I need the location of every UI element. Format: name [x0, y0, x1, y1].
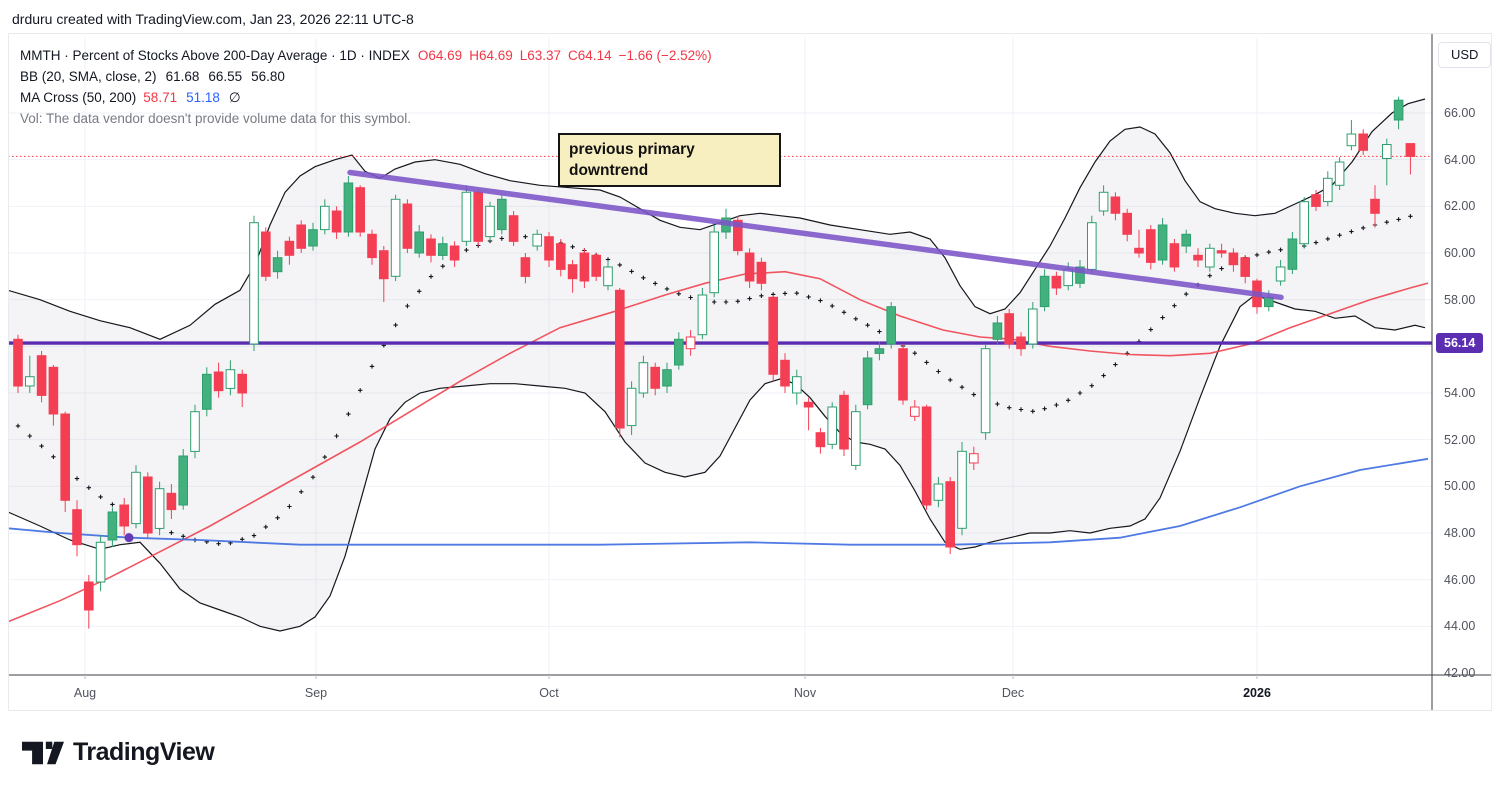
price-axis-label: 64.00 — [1444, 152, 1476, 167]
time-axis-label: Sep — [304, 686, 328, 700]
ohlc-high: H64.69 — [469, 48, 513, 63]
tradingview-logo-text: TradingView — [73, 738, 215, 766]
candles[interactable] — [13, 96, 1416, 629]
price-axis-label: 52.00 — [1444, 432, 1476, 447]
price-axis-label: 44.00 — [1444, 619, 1476, 634]
bb-lower-line — [8, 294, 1426, 632]
ma-cross-marker — [124, 533, 134, 543]
price-axis-label: 60.00 — [1444, 246, 1476, 260]
ohlc-low: L63.37 — [519, 48, 562, 63]
currency-button[interactable]: USD — [1438, 42, 1492, 68]
price-axis-label: 42.00 — [1444, 666, 1476, 680]
legend-symbol-row[interactable]: MMTH · Percent of Stocks Above 200-Day A… — [20, 45, 712, 66]
legend-macross-row[interactable]: MA Cross (50, 200) 58.71 51.18 ∅ — [20, 87, 712, 108]
annotation-note[interactable]: previous primary downtrend — [558, 133, 781, 187]
time-axis-label: Nov — [793, 686, 817, 700]
tradingview-logo[interactable]: TradingView — [22, 738, 215, 767]
downtrend-trendline[interactable] — [347, 169, 1284, 301]
ohlc-change: −1.66 (−2.52%) — [618, 48, 712, 63]
ohlc-close: C64.14 — [568, 48, 612, 63]
annotation-line2: downtrend — [569, 162, 649, 179]
time-axis-label: Aug — [73, 686, 97, 700]
plot-area[interactable] — [8, 38, 1432, 675]
time-axis-label: Oct — [539, 686, 559, 700]
symbol-title: MMTH · Percent of Stocks Above 200-Day A… — [20, 48, 410, 63]
legend-bb-row[interactable]: BB (20, SMA, close, 2) 61.68 66.55 56.80 — [20, 66, 712, 87]
ohlc-open: O64.69 — [417, 48, 463, 63]
annotation-line1: previous primary — [569, 141, 695, 158]
credit-line: drduru created with TradingView.com, Jan… — [12, 11, 414, 27]
price-axis-label: 46.00 — [1444, 572, 1476, 587]
legend-volume-row: Vol: The data vendor doesn't provide vol… — [20, 111, 412, 126]
ma50-line — [8, 270, 1429, 623]
bb-label: BB (20, SMA, close, 2) — [20, 69, 157, 84]
price-axis-label: 50.00 — [1444, 479, 1476, 494]
time-axis-label: 2026 — [1243, 686, 1271, 700]
ma200-value: 51.18 — [186, 90, 220, 105]
ma50-value: 58.71 — [143, 90, 178, 105]
macross-empty-icon: ∅ — [228, 90, 241, 105]
bb-basis-value: 61.68 — [165, 69, 200, 84]
price-axis-label: 48.00 — [1444, 526, 1476, 540]
tradingview-logo-icon — [22, 741, 64, 764]
price-axis-label: 62.00 — [1444, 199, 1476, 214]
bb-upper-value: 66.55 — [208, 69, 243, 84]
bb-upper-line — [8, 98, 1426, 340]
price-axis-label: 66.00 — [1444, 106, 1476, 120]
time-axis-label: Dec — [1001, 686, 1025, 700]
ma200-line — [8, 457, 1429, 546]
chart-legend: MMTH · Percent of Stocks Above 200-Day A… — [20, 45, 712, 129]
support-price-label[interactable]: 56.14 — [1436, 333, 1484, 354]
bb-lower-value: 56.80 — [251, 69, 285, 84]
macross-label: MA Cross (50, 200) — [20, 90, 137, 105]
price-axis-label: 54.00 — [1444, 386, 1476, 400]
price-axis-label: 58.00 — [1444, 292, 1476, 307]
